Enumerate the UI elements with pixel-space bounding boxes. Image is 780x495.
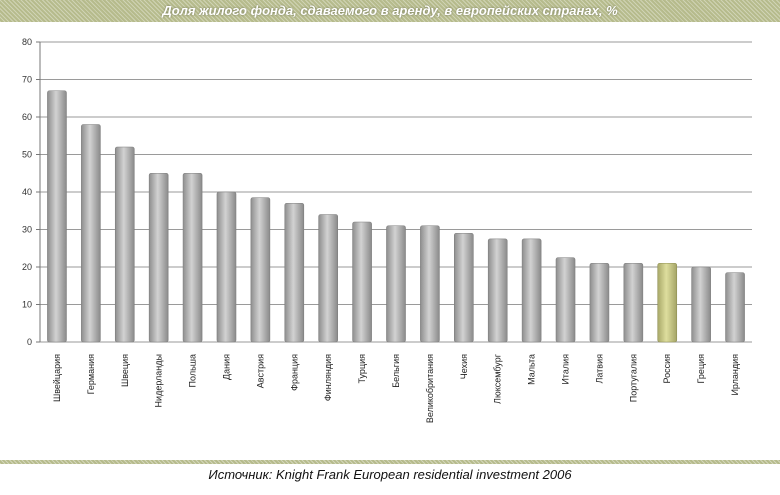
x-category-label: Италия: [561, 354, 571, 385]
x-category-label: Швейцария: [52, 354, 62, 402]
y-tick-label: 50: [22, 150, 32, 160]
bar-item: [725, 272, 745, 343]
source-note: Источник: Knight Frank European resident…: [208, 467, 572, 482]
y-tick-label: 60: [22, 112, 32, 122]
bar-highlight: [657, 262, 678, 343]
y-tick-label: 30: [22, 225, 32, 235]
bar-item: [47, 90, 67, 343]
bar-item: [148, 172, 169, 343]
x-category-label: Бельгия: [391, 354, 401, 388]
x-category-label: Мальта: [527, 354, 537, 385]
bar-item: [114, 146, 135, 343]
bar-item: [589, 262, 610, 343]
bar-chart: 0 10 20 30 40 50 60 70 80 Швейцария Германия Швеция…: [22, 37, 752, 423]
x-category-label: Турция: [357, 354, 367, 384]
x-category-label: Ирландия: [730, 354, 740, 396]
x-category-label: Нидерланды: [154, 354, 164, 407]
x-category-label: Латвия: [594, 354, 604, 384]
y-tick-label: 0: [27, 337, 32, 347]
bar-item: [250, 197, 271, 343]
y-tick-label: 40: [22, 187, 32, 197]
bar-item: [386, 225, 406, 343]
x-category-label: Дания: [221, 354, 231, 380]
bar-item: [555, 257, 576, 343]
bar-item: [521, 238, 542, 343]
x-category-label: Франция: [289, 354, 299, 391]
bar-item: [420, 225, 440, 343]
x-category-label: Португалия: [628, 354, 638, 402]
y-tick-label: 70: [22, 75, 32, 85]
x-category-label: Великобритания: [425, 354, 435, 423]
separator-line: [0, 460, 780, 464]
y-tick-label: 20: [22, 262, 32, 272]
x-category-label: Польша: [188, 354, 198, 387]
x-category-label: Чехия: [459, 354, 469, 379]
x-category-label: Швеция: [120, 354, 130, 387]
x-category-label: Греция: [696, 354, 706, 384]
bar-item: [487, 238, 508, 343]
x-category-label: Австрия: [255, 354, 265, 388]
bar-item: [352, 221, 372, 343]
title-band: [0, 0, 780, 22]
bar-item: [182, 172, 203, 343]
bar-item: [284, 202, 305, 343]
chart-title: Доля жилого фонда, сдаваемого в аренду, …: [162, 3, 618, 18]
bar-item: [623, 262, 644, 343]
bar-item: [454, 232, 474, 343]
bar-item: [318, 214, 338, 343]
x-category-label: Германия: [86, 354, 96, 394]
y-tick-label: 80: [22, 37, 32, 47]
x-category-label: Россия: [662, 354, 672, 384]
bar-item: [691, 266, 711, 343]
y-tick-label: 10: [22, 300, 32, 310]
x-category-label: Люксембург: [493, 353, 503, 404]
x-category-label: Финляндия: [323, 354, 333, 401]
bar-item: [81, 124, 101, 343]
bar-item: [216, 191, 237, 343]
